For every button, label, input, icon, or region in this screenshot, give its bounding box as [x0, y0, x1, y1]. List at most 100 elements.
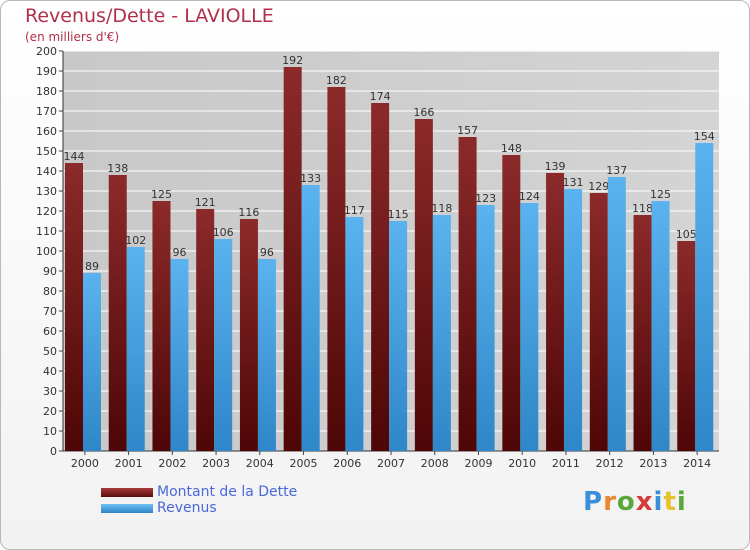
y-tick-label: 140: [36, 165, 57, 178]
bar-debt: [371, 103, 390, 451]
data-label-debt: 105: [676, 228, 697, 241]
logo-letter: r: [603, 487, 617, 517]
y-tick-label: 70: [43, 305, 57, 318]
bar-debt: [458, 137, 477, 451]
data-label-revenue: 96: [172, 246, 186, 259]
data-label-revenue: 89: [85, 260, 99, 273]
legend-swatch-revenue: [101, 504, 153, 513]
data-label-revenue: 96: [260, 246, 274, 259]
x-tick-label: 2012: [596, 457, 624, 470]
bar-debt: [502, 155, 521, 451]
data-label-revenue: 106: [213, 226, 234, 239]
y-tick-label: 0: [50, 445, 57, 458]
bar-debt: [196, 209, 215, 451]
bar-revenue: [695, 143, 714, 451]
y-tick-label: 200: [36, 45, 57, 58]
bar-revenue: [607, 177, 626, 451]
bar-debt: [283, 67, 302, 451]
data-label-debt: 125: [151, 188, 172, 201]
data-label-debt: 157: [457, 124, 478, 137]
data-label-revenue: 123: [475, 192, 496, 205]
y-tick-label: 100: [36, 245, 57, 258]
y-tick-label: 160: [36, 125, 57, 138]
bar-revenue: [301, 185, 320, 451]
bar-debt: [108, 175, 127, 451]
y-tick-label: 40: [43, 365, 57, 378]
y-tick-label: 80: [43, 285, 57, 298]
data-label-revenue: 117: [344, 204, 365, 217]
data-label-debt: 139: [545, 160, 566, 173]
bar-debt: [546, 173, 565, 451]
chart-subtitle: (en milliers d'€): [25, 30, 120, 44]
bar-debt: [65, 163, 83, 451]
x-tick-label: 2000: [71, 457, 99, 470]
logo-letter: x: [635, 487, 654, 517]
data-label-debt: 121: [195, 196, 216, 209]
y-tick-label: 120: [36, 205, 57, 218]
data-label-revenue: 125: [650, 188, 671, 201]
y-tick-label: 180: [36, 85, 57, 98]
y-tick-label: 60: [43, 325, 57, 338]
data-label-revenue: 154: [694, 130, 715, 143]
data-label-debt: 116: [238, 206, 259, 219]
bar-debt: [414, 119, 433, 451]
data-label-revenue: 124: [519, 190, 540, 203]
x-tick-label: 2007: [377, 457, 405, 470]
bar-revenue: [564, 189, 583, 451]
data-label-debt: 182: [326, 74, 347, 87]
x-tick-label: 2013: [639, 457, 667, 470]
x-tick-label: 2011: [552, 457, 580, 470]
bar-debt: [327, 87, 346, 451]
bar-revenue: [83, 273, 101, 451]
x-tick-label: 2009: [464, 457, 492, 470]
data-label-debt: 118: [632, 202, 653, 215]
x-tick-label: 2008: [421, 457, 449, 470]
data-label-debt: 174: [370, 90, 391, 103]
x-tick-label: 2003: [202, 457, 230, 470]
proxiti-logo: Proxiti: [583, 487, 687, 517]
data-label-debt: 166: [413, 106, 434, 119]
bar-revenue: [257, 259, 276, 451]
data-label-debt: 129: [588, 180, 609, 193]
y-tick-label: 170: [36, 105, 57, 118]
x-tick-label: 2010: [508, 457, 536, 470]
y-tick-label: 150: [36, 145, 57, 158]
data-label-revenue: 102: [125, 234, 146, 247]
bar-chart: 0 10 20 30 40 50 60 70 80 90 100 110 120 130 140 150 160…: [36, 45, 719, 470]
data-label-debt: 138: [107, 162, 128, 175]
data-label-revenue: 118: [431, 202, 452, 215]
y-tick-label: 50: [43, 345, 57, 358]
y-tick-label: 30: [43, 385, 57, 398]
bar-revenue: [432, 215, 451, 451]
data-label-revenue: 137: [606, 164, 627, 177]
data-label-revenue: 115: [388, 208, 409, 221]
bar-debt: [589, 193, 608, 451]
x-tick-label: 2001: [115, 457, 143, 470]
y-tick-label: 10: [43, 425, 57, 438]
bar-revenue: [126, 247, 145, 451]
logo-letter: o: [616, 487, 636, 517]
bar-revenue: [476, 205, 495, 451]
bar-revenue: [214, 239, 233, 451]
bar-debt: [677, 241, 696, 451]
logo-letter: P: [583, 487, 604, 517]
legend-label-revenue: Revenus: [157, 500, 217, 516]
bar-revenue: [389, 221, 408, 451]
chart-title: Revenus/Dette - LAVIOLLE: [25, 5, 274, 27]
bar-revenue: [170, 259, 189, 451]
data-label-debt: 192: [282, 54, 303, 67]
y-tick-label: 110: [36, 225, 57, 238]
bar-revenue: [345, 217, 364, 451]
x-tick-label: 2014: [683, 457, 711, 470]
x-tick-label: 2002: [158, 457, 186, 470]
y-tick-label: 130: [36, 185, 57, 198]
bar-debt: [152, 201, 171, 451]
bar-debt: [633, 215, 652, 451]
x-tick-label: 2006: [333, 457, 361, 470]
y-tick-label: 20: [43, 405, 57, 418]
legend-label-debt: Montant de la Dette: [157, 484, 298, 500]
x-tick-label: 2005: [290, 457, 318, 470]
bar-revenue: [520, 203, 539, 451]
logo-letter: i: [653, 487, 664, 517]
y-tick-label: 190: [36, 65, 57, 78]
